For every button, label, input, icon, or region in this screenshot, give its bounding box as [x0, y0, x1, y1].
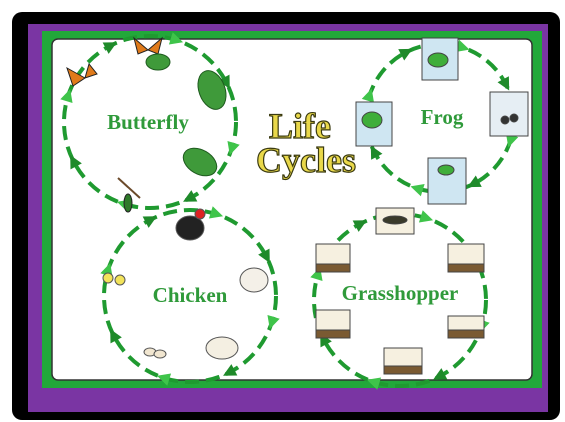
cycle-arrow — [208, 206, 224, 219]
cycle-arrow — [410, 183, 425, 197]
title-line-1: Life — [269, 106, 331, 146]
cycle-arrow — [110, 329, 122, 344]
grasshopper-icons — [315, 207, 485, 375]
poster-panel — [51, 38, 533, 381]
cycle-arrow — [366, 377, 382, 390]
cycle-arrow — [168, 32, 184, 45]
cycle-arrow — [258, 248, 270, 263]
cycle-arrow — [142, 216, 157, 228]
cycle-arrow — [467, 175, 482, 188]
cycle-label: Chicken — [153, 283, 228, 307]
cycle-arrow — [156, 373, 172, 386]
frog-icons — [355, 37, 529, 205]
cycle-arrow — [102, 42, 117, 54]
cycle-arrow — [398, 48, 413, 61]
leaf-icons — [145, 53, 227, 177]
cycle-label: Butterfly — [107, 110, 189, 134]
cycle-ring — [62, 34, 238, 210]
chicken-icons — [102, 208, 269, 360]
icons — [66, 36, 529, 375]
cycle-arrow — [352, 220, 367, 232]
butterfly-icon — [66, 36, 163, 87]
cycle-label: Grasshopper — [342, 281, 459, 305]
cycle-arrow — [370, 145, 383, 160]
title-line-2: Cycles — [256, 140, 356, 180]
cycle-ring — [102, 208, 278, 384]
cycle-arrow — [497, 76, 510, 91]
cycle-arrow — [70, 155, 82, 170]
cycle-arrow — [60, 88, 73, 104]
cycle-arrow — [418, 210, 434, 223]
cycle-arrow — [227, 140, 240, 156]
cycle-arrow — [218, 74, 230, 89]
chrysalis-icon — [117, 177, 141, 213]
cycle-arrow — [433, 368, 448, 380]
cycle-arrow — [183, 190, 198, 202]
cycle-arrow — [505, 133, 519, 148]
cycle-arrow — [361, 88, 375, 103]
cycle-arrow — [267, 314, 280, 330]
cycle-arrow — [455, 39, 470, 53]
cycle-label: Frog — [421, 105, 464, 129]
cycle-arrow — [223, 364, 238, 376]
